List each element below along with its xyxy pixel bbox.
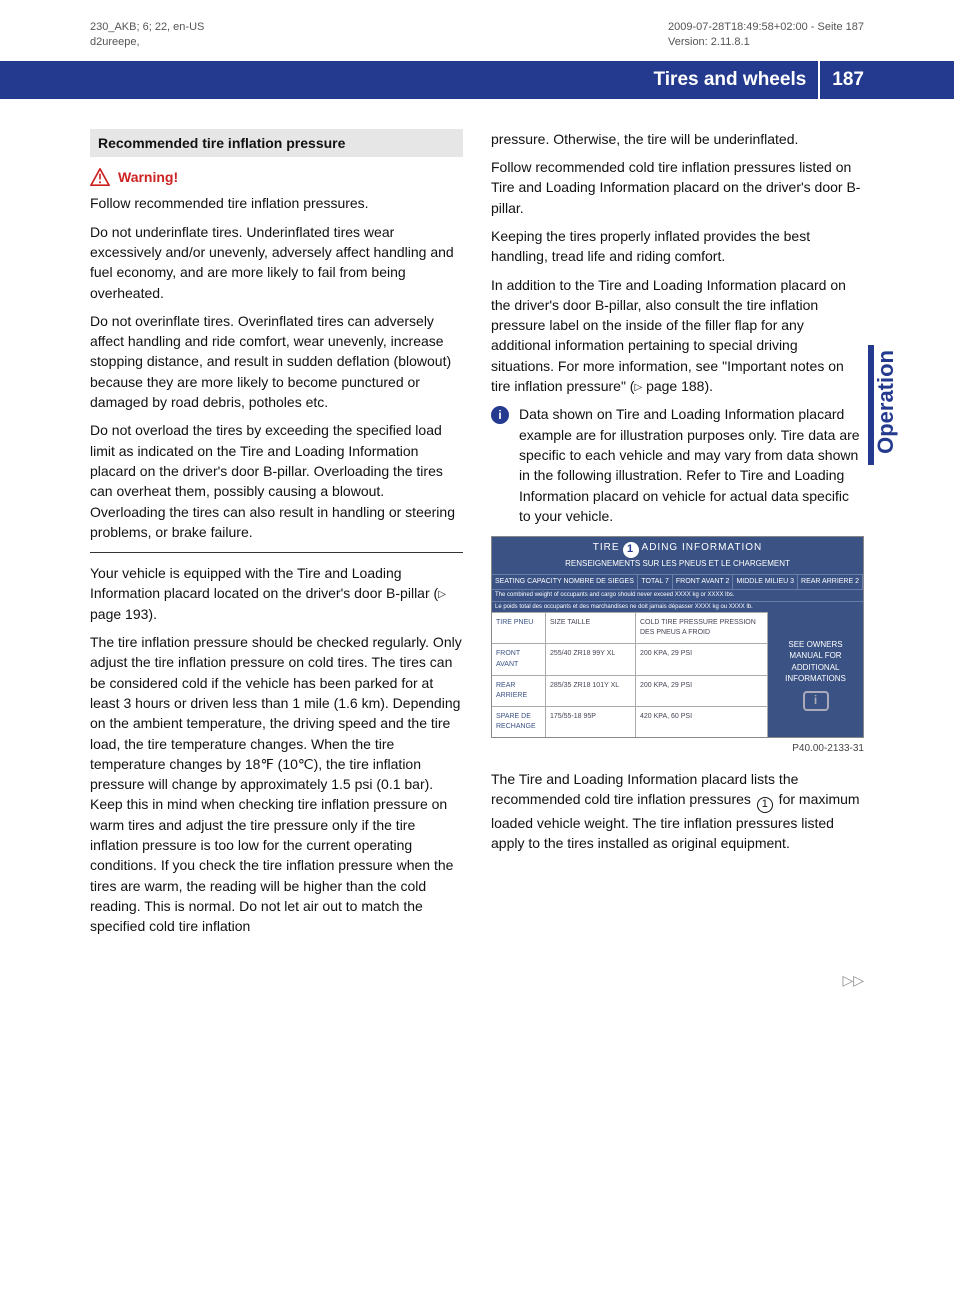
warning-label: Warning! [118,167,178,187]
placard-weight-note: The combined weight of occupants and car… [492,589,863,601]
body-paragraph: Keeping the tires properly inflated prov… [491,226,864,267]
placard-table-row: REAR ARRIERE 285/35 ZR18 101Y XL 200 KPA… [492,675,768,706]
meta-timestamp: 2009-07-28T18:49:58+02:00 - Seite 187 [668,20,864,35]
body-paragraph: Follow recommended cold tire inflation p… [491,157,864,218]
continued-icon: ▷▷ [842,972,864,989]
manual-icon: i [803,691,829,711]
body-paragraph: In addition to the Tire and Loading Info… [491,275,864,397]
callout-ref: 1 [757,797,773,813]
body-paragraph: The Tire and Loading Information placard… [491,769,864,854]
metadata-header: 230_AKB; 6; 22, en-US d2ureepe, 2009-07-… [0,0,954,61]
warning-paragraph: Do not underinflate tires. Underinflated… [90,222,463,303]
placard-table-row: FRONT AVANT 255/40 ZR18 99Y XL 200 KPA, … [492,643,768,674]
page-content: Recommended tire inflation pressure Warn… [0,99,954,965]
right-column: pressure. Otherwise, the tire will be un… [491,129,864,945]
divider [90,552,463,553]
figure-id: P40.00-2133-31 [491,742,864,757]
placard-body: TIRE PNEU SIZE TAILLE COLD TIRE PRESSURE… [492,612,863,737]
placard-title: TIRE1ADING INFORMATION [494,541,861,558]
body-paragraph: pressure. Otherwise, the tire will be un… [491,129,864,149]
placard-subtitle: RENSEIGNEMENTS SUR LES PNEUS ET LE CHARG… [494,558,861,570]
tire-loading-placard: TIRE1ADING INFORMATION RENSEIGNEMENTS SU… [491,536,864,738]
section-heading: Recommended tire inflation pressure [90,129,463,157]
meta-version: Version: 2.11.8.1 [668,35,864,50]
placard-right-panel: SEE OWNERS MANUAL FOR ADDITIONAL INFORMA… [768,612,863,737]
warning-paragraph: Do not overload the tires by exceeding t… [90,420,463,542]
warning-paragraph: Do not overinflate tires. Overinflated t… [90,311,463,412]
page-header-bar: Tires and wheels 187 [0,61,954,99]
warning-paragraph: Follow recommended tire inflation pressu… [90,193,463,213]
info-text: Data shown on Tire and Loading Informati… [519,404,864,526]
body-paragraph: Your vehicle is equipped with the Tire a… [90,563,463,624]
placard-weight-note-fr: Le poids total des occupants et des marc… [492,601,863,613]
placard-table-row: SPARE DE RECHANGE 175/55-18 95P 420 KPA,… [492,706,768,737]
callout-number: 1 [623,542,639,558]
placard-table: TIRE PNEU SIZE TAILLE COLD TIRE PRESSURE… [492,612,768,737]
placard-seating-row: SEATING CAPACITY NOMBRE DE SIEGES TOTAL … [492,574,863,589]
warning-triangle-icon [90,168,110,186]
placard-table-header: TIRE PNEU SIZE TAILLE COLD TIRE PRESSURE… [492,612,768,643]
warning-header: Warning! [90,167,463,187]
page-number: 187 [818,61,864,99]
page-ref-icon: ▷ [438,589,446,600]
meta-right: 2009-07-28T18:49:58+02:00 - Seite 187 Ve… [668,20,864,51]
info-note: i Data shown on Tire and Loading Informa… [491,404,864,526]
page-ref-icon: ▷ [634,382,642,393]
meta-left: 230_AKB; 6; 22, en-US d2ureepe, [90,20,204,51]
placard-header: TIRE1ADING INFORMATION RENSEIGNEMENTS SU… [492,537,863,574]
meta-doc-id: 230_AKB; 6; 22, en-US [90,20,204,35]
meta-author: d2ureepe, [90,35,204,50]
info-icon: i [491,406,509,424]
left-column: Recommended tire inflation pressure Warn… [90,129,463,945]
chapter-title: Tires and wheels [654,69,807,91]
body-paragraph: The tire inflation pressure should be ch… [90,632,463,936]
